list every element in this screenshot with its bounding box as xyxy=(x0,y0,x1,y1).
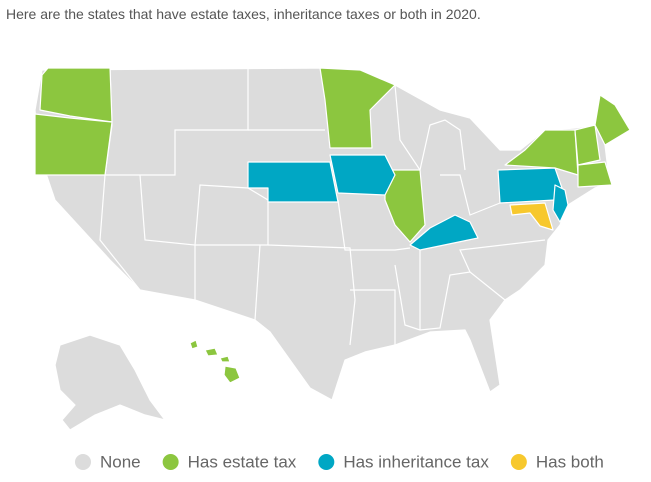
region-estate xyxy=(384,169,426,243)
legend-label: Has estate tax xyxy=(188,452,297,471)
region-inheritance xyxy=(409,214,479,251)
region-estate xyxy=(34,113,113,176)
region-estate xyxy=(319,67,396,149)
legend-swatch xyxy=(510,454,527,470)
region-estate xyxy=(223,365,241,384)
legend-label: Has inheritance tax xyxy=(343,452,489,471)
region-none xyxy=(34,67,631,401)
region-estate xyxy=(219,355,231,363)
legend-swatch xyxy=(162,454,179,470)
region-inheritance xyxy=(329,154,396,196)
state-border xyxy=(254,244,261,321)
region-estate xyxy=(39,67,113,123)
state-border xyxy=(394,84,421,171)
state-border xyxy=(194,184,269,246)
state-border xyxy=(139,174,196,300)
region-estate xyxy=(574,124,601,166)
state-border xyxy=(99,174,141,291)
state-border xyxy=(440,174,501,216)
region-none xyxy=(54,334,166,431)
region-both xyxy=(509,202,554,231)
map-title: Here are the states that have estate tax… xyxy=(6,6,481,22)
region-inheritance xyxy=(552,184,569,223)
state-border xyxy=(350,289,396,345)
legend: None Has estate tax Has inheritance tax Has… xyxy=(75,452,604,471)
region-inheritance xyxy=(497,167,563,204)
region-estate xyxy=(204,347,219,357)
state-border xyxy=(337,199,411,251)
region-estate xyxy=(594,94,631,146)
region-estate xyxy=(189,339,199,350)
state-border xyxy=(419,119,466,171)
legend-swatch xyxy=(318,454,335,470)
region-inheritance xyxy=(247,161,339,203)
region-estate xyxy=(577,161,613,188)
legend-label: Has both xyxy=(536,452,604,471)
us-map xyxy=(34,67,631,431)
legend-swatch xyxy=(75,454,91,470)
state-border xyxy=(459,239,546,273)
legend-label: None xyxy=(100,452,141,471)
state-border xyxy=(267,244,356,346)
